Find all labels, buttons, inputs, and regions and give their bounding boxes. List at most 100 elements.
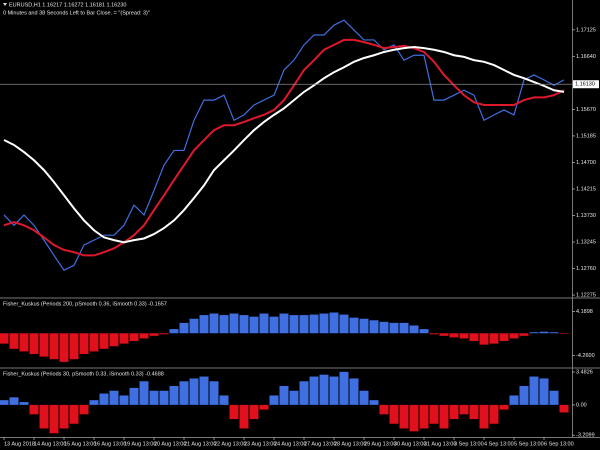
bar — [389, 322, 399, 334]
series-line — [3, 38, 565, 257]
bar — [19, 333, 29, 352]
bar — [19, 402, 29, 405]
bar — [99, 333, 109, 349]
bar — [489, 333, 499, 344]
bar — [479, 333, 489, 345]
bar — [349, 317, 359, 334]
bar — [499, 333, 509, 342]
bar — [399, 322, 409, 334]
bar — [209, 381, 219, 405]
bar — [59, 333, 69, 362]
bar — [519, 386, 529, 405]
bar — [319, 374, 329, 405]
bar — [509, 333, 519, 339]
x-tick-label: 28 Aug 13:00 — [334, 441, 366, 447]
bar — [429, 404, 439, 424]
x-tick-label: 27 Aug 13:00 — [304, 441, 336, 447]
bar — [159, 333, 169, 335]
y-tick-label: 1.13730 — [576, 213, 596, 219]
bar — [379, 404, 389, 415]
bar — [119, 395, 129, 405]
bar — [269, 395, 279, 405]
bar — [9, 397, 19, 405]
bar — [9, 333, 19, 349]
bar — [519, 333, 529, 336]
x-tick-label: 19 Aug 13:00 — [124, 441, 156, 447]
bar — [269, 316, 279, 334]
bar — [469, 404, 479, 420]
bar — [329, 312, 339, 334]
bar — [309, 314, 319, 334]
bar — [559, 333, 569, 334]
bar — [549, 332, 559, 334]
bar — [299, 381, 309, 405]
bar — [339, 371, 349, 405]
bar — [249, 316, 259, 334]
chart-title: EURUSD,H1 1.16217 1.16272 1.16181 1.1623… — [9, 2, 126, 8]
bar — [389, 404, 399, 424]
y-tick-label: 1.12760 — [576, 266, 596, 272]
bar — [149, 390, 159, 405]
bar — [239, 315, 249, 334]
indicator-title: Fisher_Kuskus (Periods 200, pSmooth 0.36… — [3, 301, 167, 307]
bar — [419, 404, 429, 429]
x-tick-label: 4 Sep 13:00 — [484, 441, 514, 447]
series-line — [3, 46, 565, 244]
bar — [289, 315, 299, 334]
bar — [129, 387, 139, 405]
bar — [449, 404, 459, 420]
bar — [109, 333, 119, 347]
bar — [339, 314, 349, 334]
bar — [439, 404, 449, 429]
bar — [359, 318, 369, 334]
bar — [139, 381, 149, 405]
bar — [159, 390, 169, 405]
bar — [79, 404, 89, 415]
bar — [449, 333, 459, 338]
y-tick-label: 1.14215 — [576, 186, 596, 192]
bar — [219, 395, 229, 405]
y-tick-label: 1.16640 — [576, 54, 596, 60]
bar — [0, 400, 9, 405]
x-tick-label: 14 Aug 13:00 — [34, 441, 66, 447]
bar — [439, 333, 449, 336]
bar — [529, 332, 539, 334]
bar — [149, 333, 159, 336]
bar — [409, 325, 419, 334]
bar — [329, 376, 339, 405]
bar — [219, 315, 229, 334]
bar — [309, 376, 319, 405]
bar — [539, 331, 549, 334]
bar — [119, 333, 129, 344]
x-tick-label: 13 Aug 2018 — [4, 441, 35, 447]
bar — [479, 404, 489, 429]
y-tick-label: 1.15185 — [576, 133, 596, 139]
bar — [69, 333, 79, 360]
y-tick-label: 3.4826 — [576, 369, 593, 375]
bar — [369, 320, 379, 334]
bar — [139, 333, 149, 339]
bar — [379, 321, 389, 334]
bar — [509, 395, 519, 405]
x-tick-label: 21 Aug 13:00 — [184, 441, 216, 447]
y-tick-label: 0.00 — [576, 402, 587, 408]
bar — [169, 386, 179, 405]
bar — [259, 404, 269, 410]
bar — [489, 404, 499, 424]
x-tick-label: 23 Aug 13:00 — [244, 441, 276, 447]
bar — [289, 390, 299, 405]
bar — [239, 404, 249, 429]
last-price-box — [573, 80, 599, 89]
bar — [549, 390, 559, 405]
bar — [459, 333, 469, 339]
bar — [169, 329, 179, 334]
bar — [199, 376, 209, 405]
bar — [229, 404, 239, 420]
bar — [279, 313, 289, 334]
bar — [469, 333, 479, 342]
bar — [179, 322, 189, 334]
bar — [129, 333, 139, 342]
bar — [429, 333, 439, 335]
